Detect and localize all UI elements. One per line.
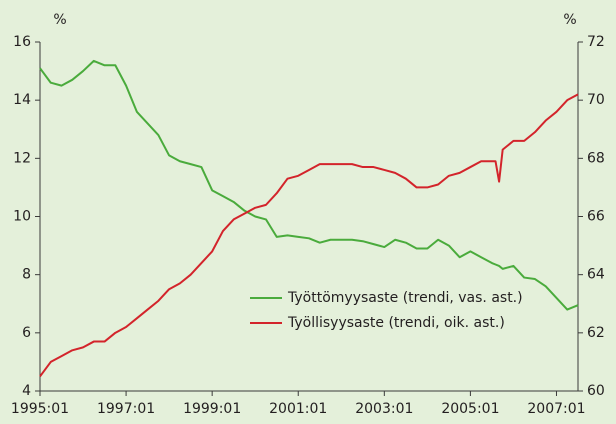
- y2-tick-label: 68: [587, 150, 605, 166]
- y-tick-label: 14: [13, 92, 31, 108]
- y-tick-label: 12: [13, 150, 31, 166]
- x-tick-label: 2007:01: [527, 401, 585, 417]
- y-tick-label: 8: [22, 267, 31, 283]
- y2-tick-label: 70: [587, 92, 605, 108]
- x-tick-label: 2005:01: [441, 401, 499, 417]
- y-axis-unit: %: [53, 12, 66, 28]
- y2-axis-unit: %: [563, 12, 576, 28]
- legend-label: Työttömyysaste (trendi, vas. ast.): [287, 290, 523, 306]
- y-tick-label: 6: [22, 325, 31, 341]
- y2-tick-label: 62: [587, 325, 605, 341]
- x-tick-label: 2001:01: [269, 401, 327, 417]
- y-tick-label: 10: [13, 209, 31, 225]
- y-tick-label: 16: [13, 34, 31, 50]
- x-tick-label: 2003:01: [355, 401, 413, 417]
- x-tick-label: 1999:01: [183, 401, 241, 417]
- y-tick-label: 4: [22, 383, 31, 399]
- series-line: [39, 59, 579, 311]
- y2-tick-label: 60: [587, 383, 605, 399]
- y2-tick-label: 64: [587, 267, 605, 283]
- y2-tick-label: 66: [587, 209, 605, 225]
- series-line: [39, 93, 579, 378]
- x-tick-label: 1995:01: [11, 401, 69, 417]
- x-tick-label: 1997:01: [97, 401, 155, 417]
- y2-tick-label: 72: [587, 34, 605, 50]
- legend-label: Työllisyysaste (trendi, oik. ast.): [287, 315, 505, 331]
